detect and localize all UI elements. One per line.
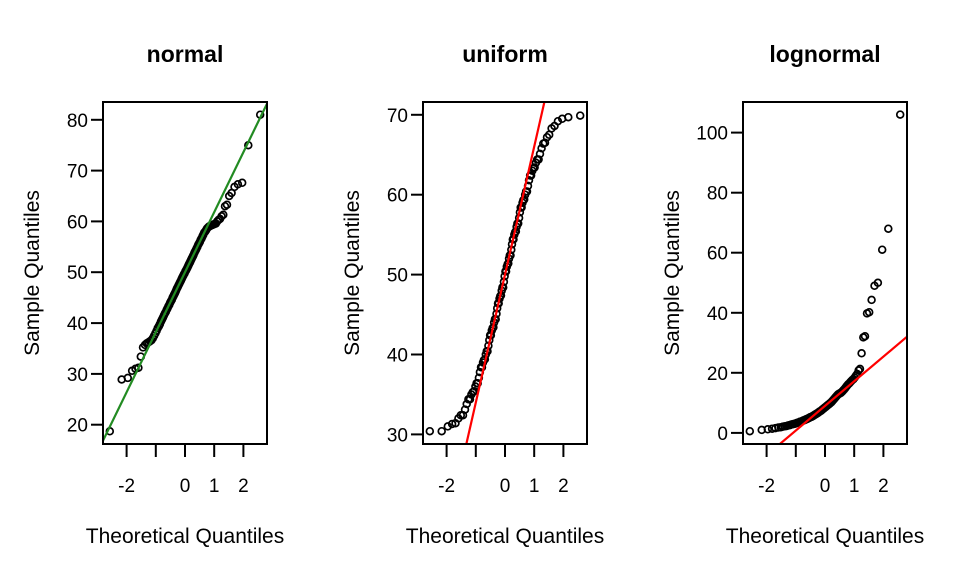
x-tick-label: -2 [758, 476, 775, 497]
y-tick-label: 80 [707, 184, 728, 205]
data-point [763, 425, 773, 434]
data-point [437, 426, 446, 436]
data-point [222, 200, 232, 209]
plot-box [742, 101, 908, 445]
qq-plot-uniform: -2 0 1 2 30 40 50 60 70 [387, 101, 588, 497]
qq-panel-lognormal: lognormal Sample Quantiles Theoretical Q… [640, 0, 960, 576]
y-tick-label: 30 [67, 365, 88, 386]
y-tick-label: 70 [67, 162, 88, 183]
x-tick-label: -2 [118, 476, 135, 497]
y-tick-label: 80 [67, 111, 88, 132]
data-points-group [425, 102, 585, 444]
qq-plot-normal: -2 0 1 2 20 30 40 50 60 70 80 [67, 101, 268, 497]
data-point [553, 116, 563, 126]
y-tick-label: 20 [67, 416, 88, 437]
data-point [873, 278, 883, 288]
y-tick-label: 50 [387, 266, 408, 287]
y-tick-label: 20 [707, 364, 728, 385]
qq-panel-uniform: uniform Sample Quantiles Theoretical Qua… [320, 0, 640, 576]
data-point [447, 419, 457, 429]
qq-reference-line [778, 335, 907, 444]
data-point [855, 364, 865, 374]
x-tick-label: 0 [180, 476, 191, 497]
panel-title-normal: normal [146, 41, 224, 67]
y-tick-label: 60 [67, 212, 88, 233]
y-tick-label: 100 [696, 124, 728, 145]
data-point [519, 195, 529, 204]
y-tick-label: 50 [67, 263, 88, 284]
panel-title-uniform: uniform [462, 41, 548, 67]
data-point [575, 111, 585, 120]
y-tick-label: 40 [707, 304, 728, 325]
x-axis-label: Theoretical Quantiles [725, 525, 925, 548]
x-axis-label: Theoretical Quantiles [405, 525, 605, 548]
data-point [860, 331, 870, 341]
data-point [123, 373, 133, 383]
data-point [564, 112, 573, 122]
y-tick-label: 40 [387, 346, 408, 367]
x-tick-label: 1 [849, 476, 860, 497]
y-tick-label: 60 [707, 244, 728, 265]
data-points-group [745, 110, 907, 444]
data-point [217, 212, 226, 221]
data-point [465, 395, 475, 404]
data-points-group [103, 103, 267, 442]
x-tick-label: 2 [238, 476, 249, 497]
x-tick-label: 1 [529, 476, 540, 497]
data-point [530, 163, 539, 172]
y-tick-label: 40 [67, 314, 88, 335]
data-point [857, 349, 866, 358]
data-point [864, 307, 874, 317]
x-tick-label: 1 [209, 476, 220, 497]
y-tick-label: 30 [387, 425, 408, 446]
x-tick-label: 0 [820, 476, 831, 497]
x-tick-label: 2 [558, 476, 569, 497]
data-point [895, 110, 905, 119]
y-tick-label: 0 [717, 424, 728, 445]
x-tick-label: -2 [438, 476, 455, 497]
plot-box [422, 101, 588, 445]
data-point [219, 210, 228, 220]
qq-reference-line [465, 102, 546, 444]
x-tick-label: 2 [878, 476, 889, 497]
y-tick-label: 70 [387, 106, 408, 127]
data-point [854, 366, 863, 375]
x-tick-label: 0 [500, 476, 511, 497]
data-point [534, 155, 543, 164]
data-point [877, 245, 887, 254]
data-point [867, 295, 876, 305]
qq-reference-line [103, 103, 267, 442]
data-point [233, 180, 243, 189]
y-tick-label: 60 [387, 186, 408, 207]
qq-panel-normal: normal Sample Quantiles Theoretical Quan… [0, 0, 320, 576]
data-point [884, 224, 893, 233]
data-point [425, 426, 435, 436]
panel-title-lognormal: lognormal [769, 41, 881, 67]
x-axis-label: Theoretical Quantiles [85, 525, 285, 548]
data-point [745, 426, 755, 436]
plot-box [102, 101, 268, 445]
data-point [134, 363, 143, 373]
data-point [443, 422, 453, 431]
data-point [237, 178, 247, 188]
